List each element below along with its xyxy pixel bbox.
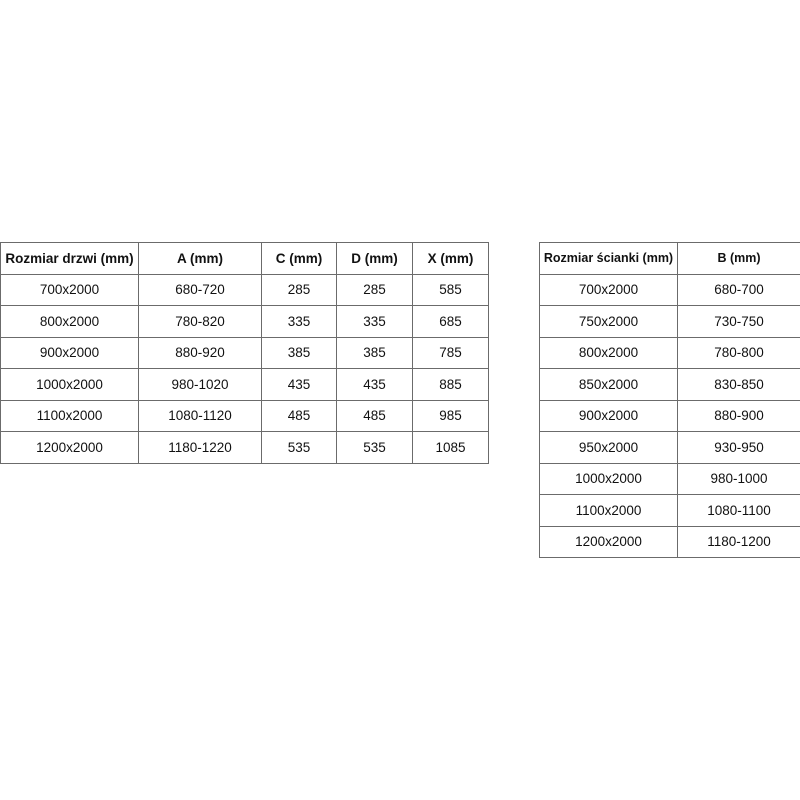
table-row: 850x2000 830-850 [539,368,800,401]
table-row: 700x2000 680-720 285 285 585 [0,273,489,306]
table-cell: 685 [412,305,489,338]
table-row: 900x2000 880-900 [539,399,800,432]
table-cell: 1200x2000 [539,525,678,558]
table-cell: 680-720 [138,273,262,306]
table-cell: 1080-1120 [138,399,262,432]
table-cell: 435 [336,368,413,401]
table-cell: 750x2000 [539,305,678,338]
table-cell: 950x2000 [539,431,678,464]
table-cell: 335 [261,305,337,338]
table-row: 1100x2000 1080-1120 485 485 985 [0,399,489,432]
table-row: 800x2000 780-800 [539,336,800,369]
door-size-table: Rozmiar drzwi (mm) A (mm) C (mm) D (mm) X (m… [0,242,489,464]
column-header: B (mm) [677,242,800,275]
table-row: 700x2000 680-700 [539,273,800,306]
table-cell: 780-820 [138,305,262,338]
table-cell: 800x2000 [0,305,139,338]
table-row: 1200x2000 1180-1200 [539,525,800,558]
table-cell: 1000x2000 [539,462,678,495]
table-cell: 385 [336,336,413,369]
table-row: 1100x2000 1080-1100 [539,494,800,527]
header-row: Rozmiar ścianki (mm) B (mm) [539,242,800,275]
table-cell: 980-1000 [677,462,800,495]
wall-size-table: Rozmiar ścianki (mm) B (mm) 700x2000 680-70… [539,242,800,558]
table-cell: 535 [336,431,413,464]
table-cell: 1085 [412,431,489,464]
table-cell: 980-1020 [138,368,262,401]
table-cell: 335 [336,305,413,338]
table-cell: 1180-1220 [138,431,262,464]
table-row: 950x2000 930-950 [539,431,800,464]
table-cell: 730-750 [677,305,800,338]
table-cell: 885 [412,368,489,401]
table-cell: 700x2000 [0,273,139,306]
table-cell: 785 [412,336,489,369]
table-cell: 485 [336,399,413,432]
table-cell: 850x2000 [539,368,678,401]
column-header: X (mm) [412,242,489,275]
table-cell: 585 [412,273,489,306]
table-row: 1200x2000 1180-1220 535 535 1085 [0,431,489,464]
table-cell: 1000x2000 [0,368,139,401]
table-cell: 780-800 [677,336,800,369]
table-row: 800x2000 780-820 335 335 685 [0,305,489,338]
table-cell: 680-700 [677,273,800,306]
table-cell: 930-950 [677,431,800,464]
table-row: 1000x2000 980-1000 [539,462,800,495]
table-cell: 880-900 [677,399,800,432]
column-header: Rozmiar ścianki (mm) [539,242,678,275]
table-cell: 285 [336,273,413,306]
table-cell: 1180-1200 [677,525,800,558]
column-header: C (mm) [261,242,337,275]
table-row: 750x2000 730-750 [539,305,800,338]
table-cell: 385 [261,336,337,369]
table-cell: 700x2000 [539,273,678,306]
column-header: A (mm) [138,242,262,275]
column-header: D (mm) [336,242,413,275]
table-cell: 535 [261,431,337,464]
table-cell: 285 [261,273,337,306]
table-cell: 1080-1100 [677,494,800,527]
table-cell: 1100x2000 [0,399,139,432]
table-cell: 1200x2000 [0,431,139,464]
table-row: 900x2000 880-920 385 385 785 [0,336,489,369]
table-cell: 900x2000 [539,399,678,432]
column-header: Rozmiar drzwi (mm) [0,242,139,275]
table-cell: 1100x2000 [539,494,678,527]
header-row: Rozmiar drzwi (mm) A (mm) C (mm) D (mm) X (m… [0,242,489,275]
table-cell: 830-850 [677,368,800,401]
table-row: 1000x2000 980-1020 435 435 885 [0,368,489,401]
table-cell: 880-920 [138,336,262,369]
table-cell: 435 [261,368,337,401]
table-cell: 900x2000 [0,336,139,369]
table-cell: 985 [412,399,489,432]
table-cell: 800x2000 [539,336,678,369]
table-cell: 485 [261,399,337,432]
